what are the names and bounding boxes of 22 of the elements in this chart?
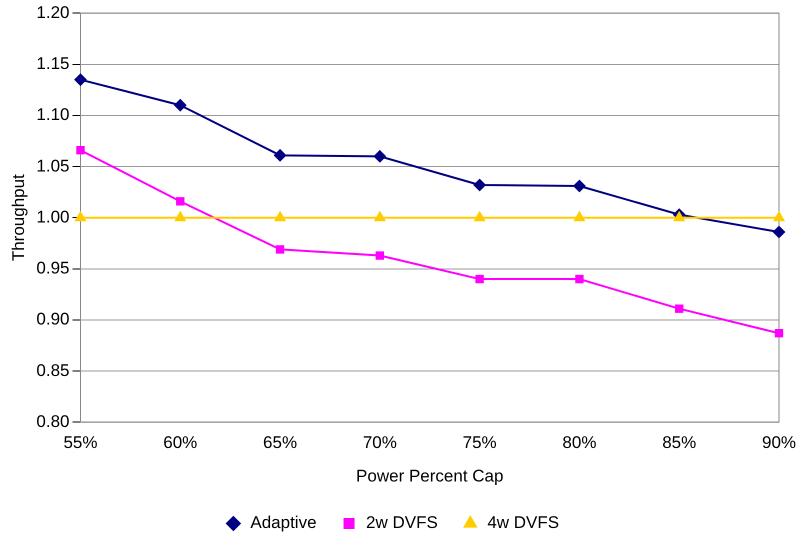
x-tick-label: 70% xyxy=(362,433,397,452)
x-tick-label: 80% xyxy=(562,433,596,452)
y-tick-label: 0.85 xyxy=(36,360,70,380)
y-tick-label: 1.05 xyxy=(36,156,70,176)
y-tick-label: 1.20 xyxy=(36,2,70,22)
y-tick-label: 1.10 xyxy=(36,105,70,124)
x-tick-label: 90% xyxy=(762,433,796,452)
y-axis-title: Throughput xyxy=(8,174,28,262)
x-tick-label: 65% xyxy=(263,433,298,452)
x-axis-title: Power Percent Cap xyxy=(356,466,504,486)
x-tick-label: 75% xyxy=(462,433,497,452)
x-tick-label: 60% xyxy=(163,433,198,452)
y-tick-label: 0.80 xyxy=(36,412,70,431)
legend-label: Adaptive xyxy=(250,513,317,532)
y-tick-label: 1.15 xyxy=(36,54,70,74)
y-tick-label: 0.95 xyxy=(36,258,70,278)
legend-label: 2w DVFS xyxy=(366,513,438,532)
legend-label: 4w DVFS xyxy=(487,513,560,532)
x-tick-label: 55% xyxy=(63,433,98,452)
x-tick-label: 85% xyxy=(662,433,696,452)
y-tick-label: 0.90 xyxy=(36,310,70,329)
y-tick-label: 1.00 xyxy=(36,207,70,226)
